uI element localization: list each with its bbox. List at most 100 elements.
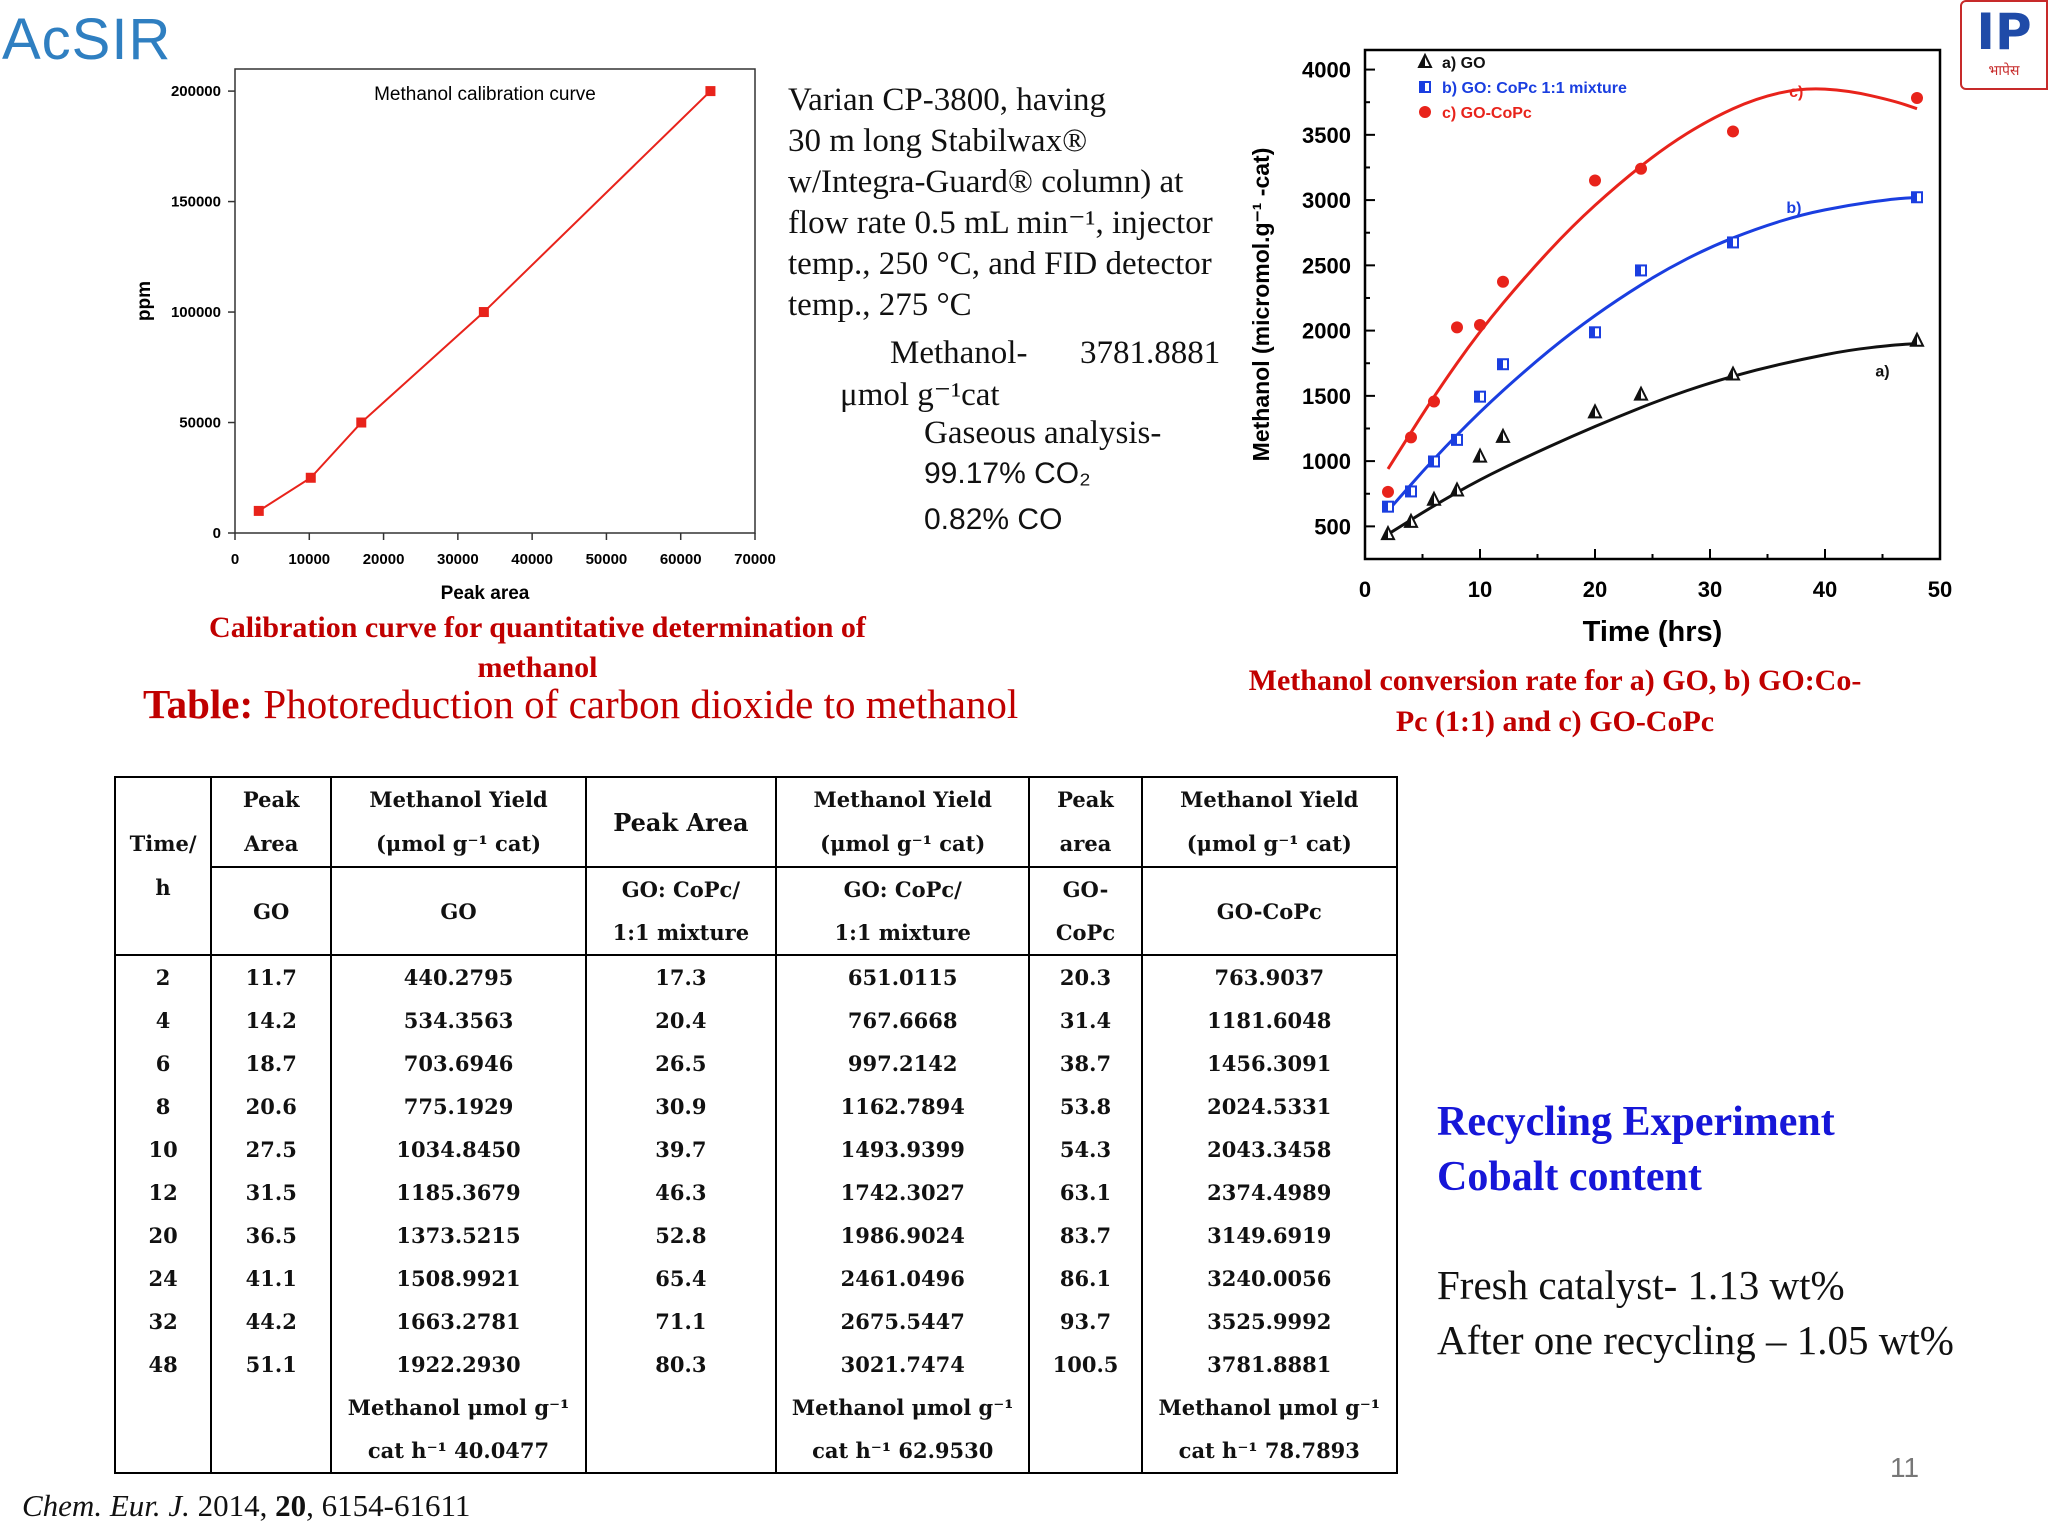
- header-peak-area-mixture: Peak Area: [584, 777, 778, 867]
- conversion-point-mixture-fill: [1406, 486, 1411, 497]
- table-cell: 65.4: [584, 1257, 778, 1300]
- header-yield-mixture: Methanol Yield (μmol g⁻¹ cat): [775, 777, 1031, 867]
- header-line: Peak: [242, 787, 300, 812]
- footer-empty: [1028, 1386, 1143, 1473]
- table-cell: 997.2142: [775, 1042, 1031, 1085]
- table-cell: 53.8: [1028, 1085, 1143, 1128]
- table-cell: 20: [113, 1214, 213, 1257]
- header-line: (μmol g⁻¹ cat): [1186, 831, 1352, 856]
- conversion-point-mixture-fill: [1498, 359, 1503, 370]
- conversion-point-go-fill: [1451, 483, 1457, 496]
- iip-logo-text: भापेस: [1988, 63, 2020, 79]
- calibration-y-tick-label: 150000: [171, 194, 221, 211]
- gc-description-line: flow rate 0.5 mL min⁻¹, injector: [788, 205, 1213, 241]
- header-line: area: [1059, 831, 1112, 856]
- table-cell: 46.3: [584, 1171, 778, 1214]
- conversion-y-tick-label: 500: [1314, 514, 1351, 539]
- header-yield-go: Methanol Yield (μmol g⁻¹ cat): [330, 777, 587, 867]
- footer-line: cat h⁻¹ 40.0477: [367, 1438, 550, 1463]
- conversion-y-tick-label: 4000: [1302, 58, 1351, 83]
- table-cell: 763.9037: [1140, 954, 1399, 999]
- conversion-point-mixture-fill: [1636, 265, 1641, 276]
- calibration-caption: Calibration curve for quantitative deter…: [120, 608, 955, 688]
- footer-rate-gocopc: Methanol μmol g⁻¹ cat h⁻¹ 78.7893: [1140, 1386, 1399, 1473]
- table-cell: 54.3: [1028, 1128, 1143, 1171]
- table-title: Table: Photoreduction of carbon dioxide …: [143, 680, 1018, 728]
- table-title-bold: Table:: [143, 681, 254, 727]
- calibration-y-tick-label: 100000: [171, 304, 221, 321]
- citation-year: 2014,: [197, 1488, 268, 1523]
- footer-line: cat h⁻¹ 78.7893: [1178, 1438, 1360, 1463]
- conversion-point-gocopc: [1451, 321, 1463, 334]
- recycling-title-line-2: Cobalt content: [1437, 1154, 1702, 1200]
- conversion-point-gocopc: [1635, 162, 1647, 175]
- iip-logo: IP भापेस: [1960, 0, 2048, 90]
- table-cell: 440.2795: [330, 954, 587, 999]
- calibration-y-axis-label: ppm: [134, 281, 155, 321]
- conversion-point-mixture-fill: [1429, 456, 1434, 467]
- methanol-result-label: Methanol-: [890, 335, 1028, 371]
- table-title-text: Photoreduction of carbon dioxide to meth…: [263, 681, 1019, 727]
- calibration-chart: 0 10000 20000 30000 40000 50000 60000 70000 0 500…: [134, 68, 776, 604]
- recycling-results: Fresh catalyst- 1.13 wt% After one recyc…: [1437, 1258, 1954, 1368]
- table-cell: 3240.0056: [1140, 1257, 1399, 1300]
- conversion-fit-curve: [1386, 87, 1918, 470]
- calibration-x-tick-label: 50000: [586, 551, 628, 568]
- conversion-x-tick-label: 30: [1698, 577, 1722, 602]
- conversion-point-gocopc: [1405, 431, 1417, 444]
- calibration-x-axis-label: Peak area: [441, 583, 530, 604]
- table-cell: 1034.8450: [330, 1128, 587, 1171]
- conversion-plot-frame: [1363, 48, 1942, 561]
- citation-pages: , 6154-61611: [306, 1488, 471, 1523]
- table-cell: 1508.9921: [330, 1257, 587, 1300]
- calibration-x-tick-label: 30000: [437, 551, 479, 568]
- table-cell: 26.5: [584, 1042, 778, 1085]
- header-line: (μmol g⁻¹ cat): [820, 831, 986, 856]
- subheader-line: GO-: [1062, 877, 1109, 902]
- table-cell: 1922.2930: [330, 1343, 587, 1386]
- table-cell: 48: [113, 1343, 213, 1386]
- calibration-x-tick-label: 20000: [363, 551, 405, 568]
- table-cell: 31.4: [1028, 999, 1143, 1042]
- table-cell: 71.1: [584, 1300, 778, 1343]
- gc-description: Varian CP-3800, having 30 m long Stabilw…: [788, 80, 1238, 326]
- conversion-point-gocopc: [1382, 485, 1394, 498]
- gaseous-analysis-label: Gaseous analysis-: [924, 415, 1162, 451]
- subheader-line: GO: CoPc/: [843, 877, 962, 902]
- header-peak-area-go: Peak Area: [210, 777, 333, 867]
- header-yield-gocopc: Methanol Yield (μmol g⁻¹ cat): [1140, 777, 1399, 867]
- header-line: Methanol Yield: [369, 787, 548, 812]
- conversion-point-go-fill: [1405, 514, 1411, 527]
- acsir-logo: AcSIR: [2, 6, 171, 73]
- conversion-caption: Methanol conversion rate for a) GO, b) G…: [1210, 660, 1900, 742]
- header-line: Methanol Yield: [813, 787, 992, 812]
- header-line: (μmol g⁻¹ cat): [375, 831, 542, 856]
- conversion-point-gocopc: [1419, 106, 1431, 118]
- conversion-point-go-fill: [1419, 55, 1425, 67]
- conversion-point-gocopc: [1474, 318, 1486, 331]
- citation-journal: Chem. Eur. J.: [22, 1488, 190, 1523]
- table-cell: 1493.9399: [775, 1128, 1031, 1171]
- table-cell: 8: [113, 1085, 213, 1128]
- calibration-x-tick-label: 0: [231, 551, 239, 568]
- table-cell: 83.7: [1028, 1214, 1143, 1257]
- header-time-line-1: Time/: [129, 831, 197, 856]
- table-cell: 51.1: [210, 1343, 333, 1386]
- calibration-point: [478, 307, 489, 318]
- conversion-point-mixture-fill: [1728, 237, 1733, 248]
- calibration-x-tick-label: 40000: [511, 551, 553, 568]
- subheader-line: GO-CoPc: [1216, 898, 1322, 924]
- footer-empty: [113, 1386, 213, 1473]
- table-cell: 3525.9992: [1140, 1300, 1399, 1343]
- recycling-title: Recycling Experiment Cobalt content: [1437, 1095, 1835, 1205]
- methanol-result-value: 3781.8881: [1080, 335, 1221, 371]
- table-cell: 24: [113, 1257, 213, 1300]
- conversion-point-go-fill: [1474, 449, 1480, 462]
- table-cell: 44.2: [210, 1300, 333, 1343]
- conversion-y-tick-label: 3000: [1302, 188, 1351, 213]
- footer-rate-mixture: Methanol μmol g⁻¹ cat h⁻¹ 62.9530: [775, 1386, 1031, 1473]
- calibration-caption-line-1: Calibration curve for quantitative deter…: [209, 611, 866, 644]
- citation-volume: 20: [275, 1488, 307, 1523]
- conversion-y-axis-label: Methanol (micromol.g⁻¹ -cat): [1248, 148, 1274, 462]
- conversion-caption-line-1: Methanol conversion rate for a) GO, b) G…: [1248, 664, 1862, 697]
